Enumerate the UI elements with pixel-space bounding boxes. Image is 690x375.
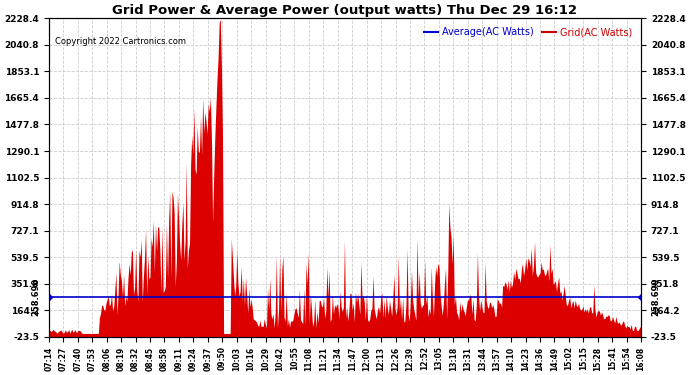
Text: 258.690: 258.690	[31, 278, 40, 316]
Legend: Average(AC Watts), Grid(AC Watts): Average(AC Watts), Grid(AC Watts)	[420, 23, 636, 41]
Title: Grid Power & Average Power (output watts) Thu Dec 29 16:12: Grid Power & Average Power (output watts…	[112, 4, 578, 17]
Text: Copyright 2022 Cartronics.com: Copyright 2022 Cartronics.com	[55, 38, 186, 46]
Text: 258.690: 258.690	[651, 278, 660, 316]
